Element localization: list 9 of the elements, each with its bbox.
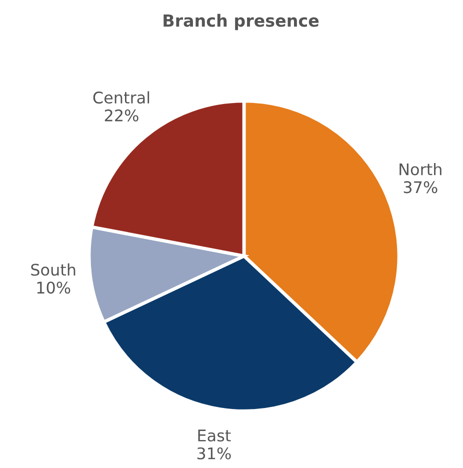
data-label: 22% xyxy=(104,109,138,122)
slice-label: South xyxy=(31,263,76,276)
slice-label: Central xyxy=(93,91,150,104)
slice-label: East xyxy=(198,430,231,442)
slice-label: North xyxy=(400,162,442,176)
data-label: 37% xyxy=(404,181,438,194)
data-label: 31% xyxy=(197,447,231,460)
data-label: 10% xyxy=(37,282,70,294)
chart-title: Branch presence xyxy=(164,14,319,30)
